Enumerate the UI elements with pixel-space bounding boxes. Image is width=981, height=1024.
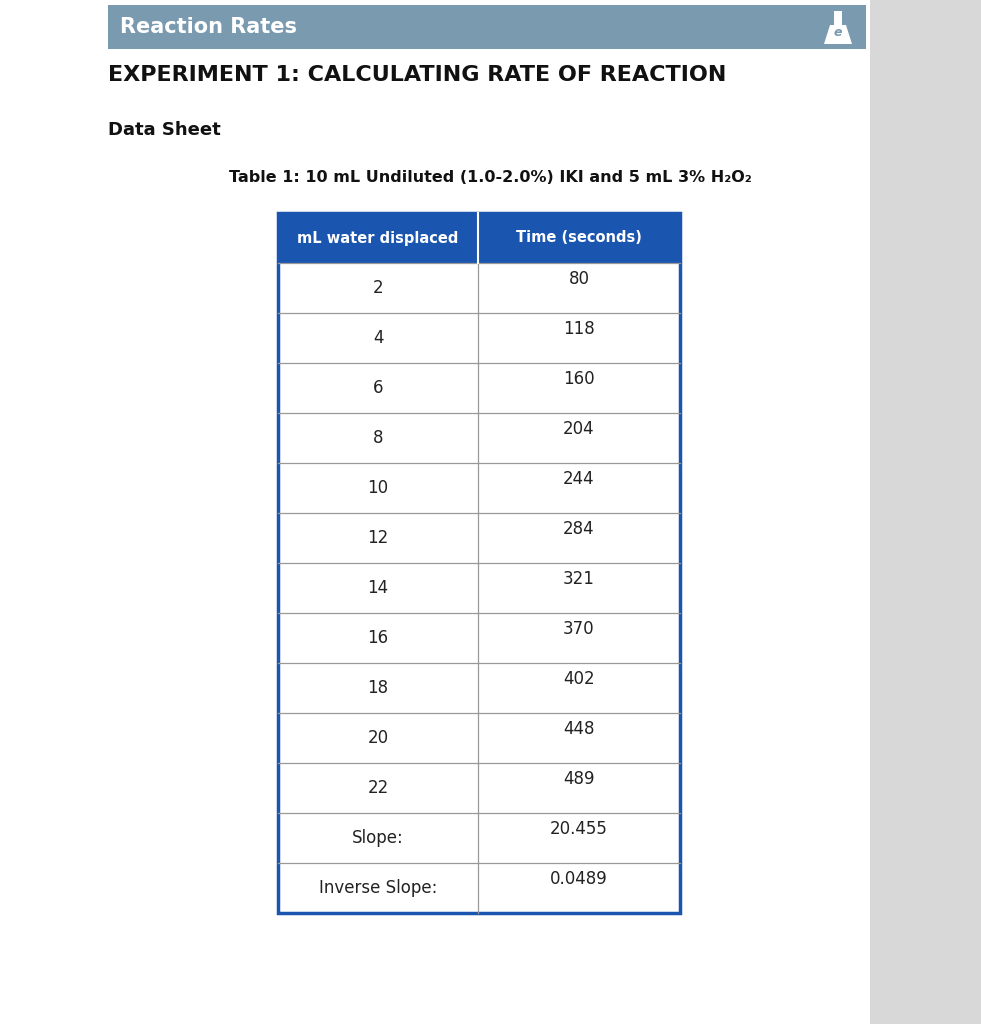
Text: 160: 160: [563, 370, 594, 388]
Text: Slope:: Slope:: [352, 829, 404, 847]
Circle shape: [818, 7, 858, 47]
Text: EXPERIMENT 1: CALCULATING RATE OF REACTION: EXPERIMENT 1: CALCULATING RATE OF REACTI…: [108, 65, 726, 85]
Polygon shape: [824, 25, 852, 44]
Text: mL water displaced: mL water displaced: [297, 230, 459, 246]
Text: 118: 118: [563, 319, 594, 338]
Text: 4: 4: [373, 329, 384, 347]
Text: 2: 2: [373, 279, 384, 297]
Text: 16: 16: [368, 629, 388, 647]
Text: 448: 448: [563, 720, 594, 738]
Text: 284: 284: [563, 520, 594, 538]
Text: 204: 204: [563, 420, 594, 438]
Text: 22: 22: [367, 779, 388, 797]
Text: Table 1: 10 mL Undiluted (1.0-2.0%) IKI and 5 mL 3% H₂O₂: Table 1: 10 mL Undiluted (1.0-2.0%) IKI …: [229, 171, 751, 185]
Text: 20: 20: [368, 729, 388, 746]
Text: Time (seconds): Time (seconds): [516, 230, 642, 246]
Text: 14: 14: [368, 579, 388, 597]
Text: 0.0489: 0.0489: [550, 870, 608, 888]
Text: Data Sheet: Data Sheet: [108, 121, 221, 139]
Text: 10: 10: [368, 479, 388, 497]
Text: e: e: [834, 27, 843, 40]
Text: 20.455: 20.455: [550, 820, 608, 838]
Text: 8: 8: [373, 429, 384, 447]
Text: Reaction Rates: Reaction Rates: [120, 17, 297, 37]
Text: 402: 402: [563, 670, 594, 688]
Text: 12: 12: [367, 529, 388, 547]
Text: 244: 244: [563, 470, 594, 488]
Text: 6: 6: [373, 379, 384, 397]
Bar: [108, 5, 866, 49]
Text: 80: 80: [569, 270, 590, 288]
Text: 370: 370: [563, 620, 594, 638]
Bar: [278, 213, 680, 913]
Text: 321: 321: [563, 570, 594, 588]
Text: 489: 489: [563, 770, 594, 788]
Bar: [278, 213, 680, 263]
Text: 18: 18: [368, 679, 388, 697]
Polygon shape: [834, 11, 842, 25]
Text: Inverse Slope:: Inverse Slope:: [319, 879, 438, 897]
Bar: [870, 0, 981, 1024]
